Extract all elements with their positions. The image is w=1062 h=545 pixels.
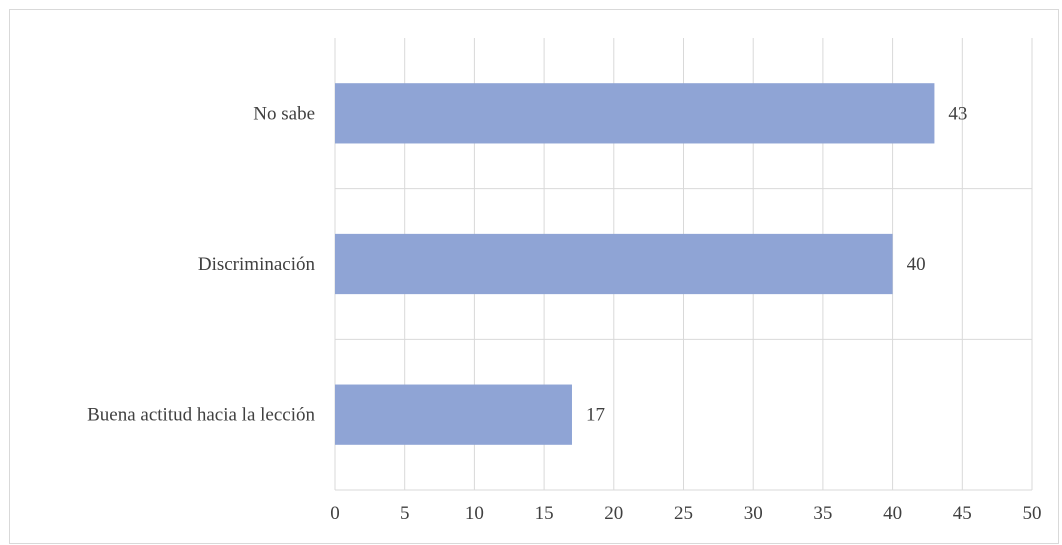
x-tick-label: 45	[953, 503, 972, 524]
x-tick-label: 0	[330, 503, 340, 524]
data-label: 40	[907, 254, 926, 275]
x-tick-label: 5	[400, 503, 410, 524]
x-tick-label: 30	[744, 503, 763, 524]
x-tick-label: 35	[813, 503, 832, 524]
bar	[335, 83, 935, 144]
x-tick-label: 25	[674, 503, 693, 524]
x-tick-label: 10	[465, 503, 484, 524]
category-label: Discriminación	[198, 254, 316, 275]
category-label: Buena actitud hacia la lección	[87, 405, 315, 426]
x-tick-label: 50	[1023, 503, 1042, 524]
bar-layer	[335, 83, 935, 445]
data-label: 17	[586, 405, 605, 426]
x-tick-label: 40	[883, 503, 902, 524]
x-tick-label: 15	[535, 503, 554, 524]
data-label: 43	[948, 103, 967, 124]
category-label: No sabe	[253, 103, 315, 124]
bar	[335, 233, 893, 295]
bar	[335, 384, 572, 445]
label-layer: 0 5 10 15 20 25 30 35 40 45 50 No sabe 43 Discriminac…	[87, 103, 1041, 524]
x-tick-label: 20	[604, 503, 623, 524]
